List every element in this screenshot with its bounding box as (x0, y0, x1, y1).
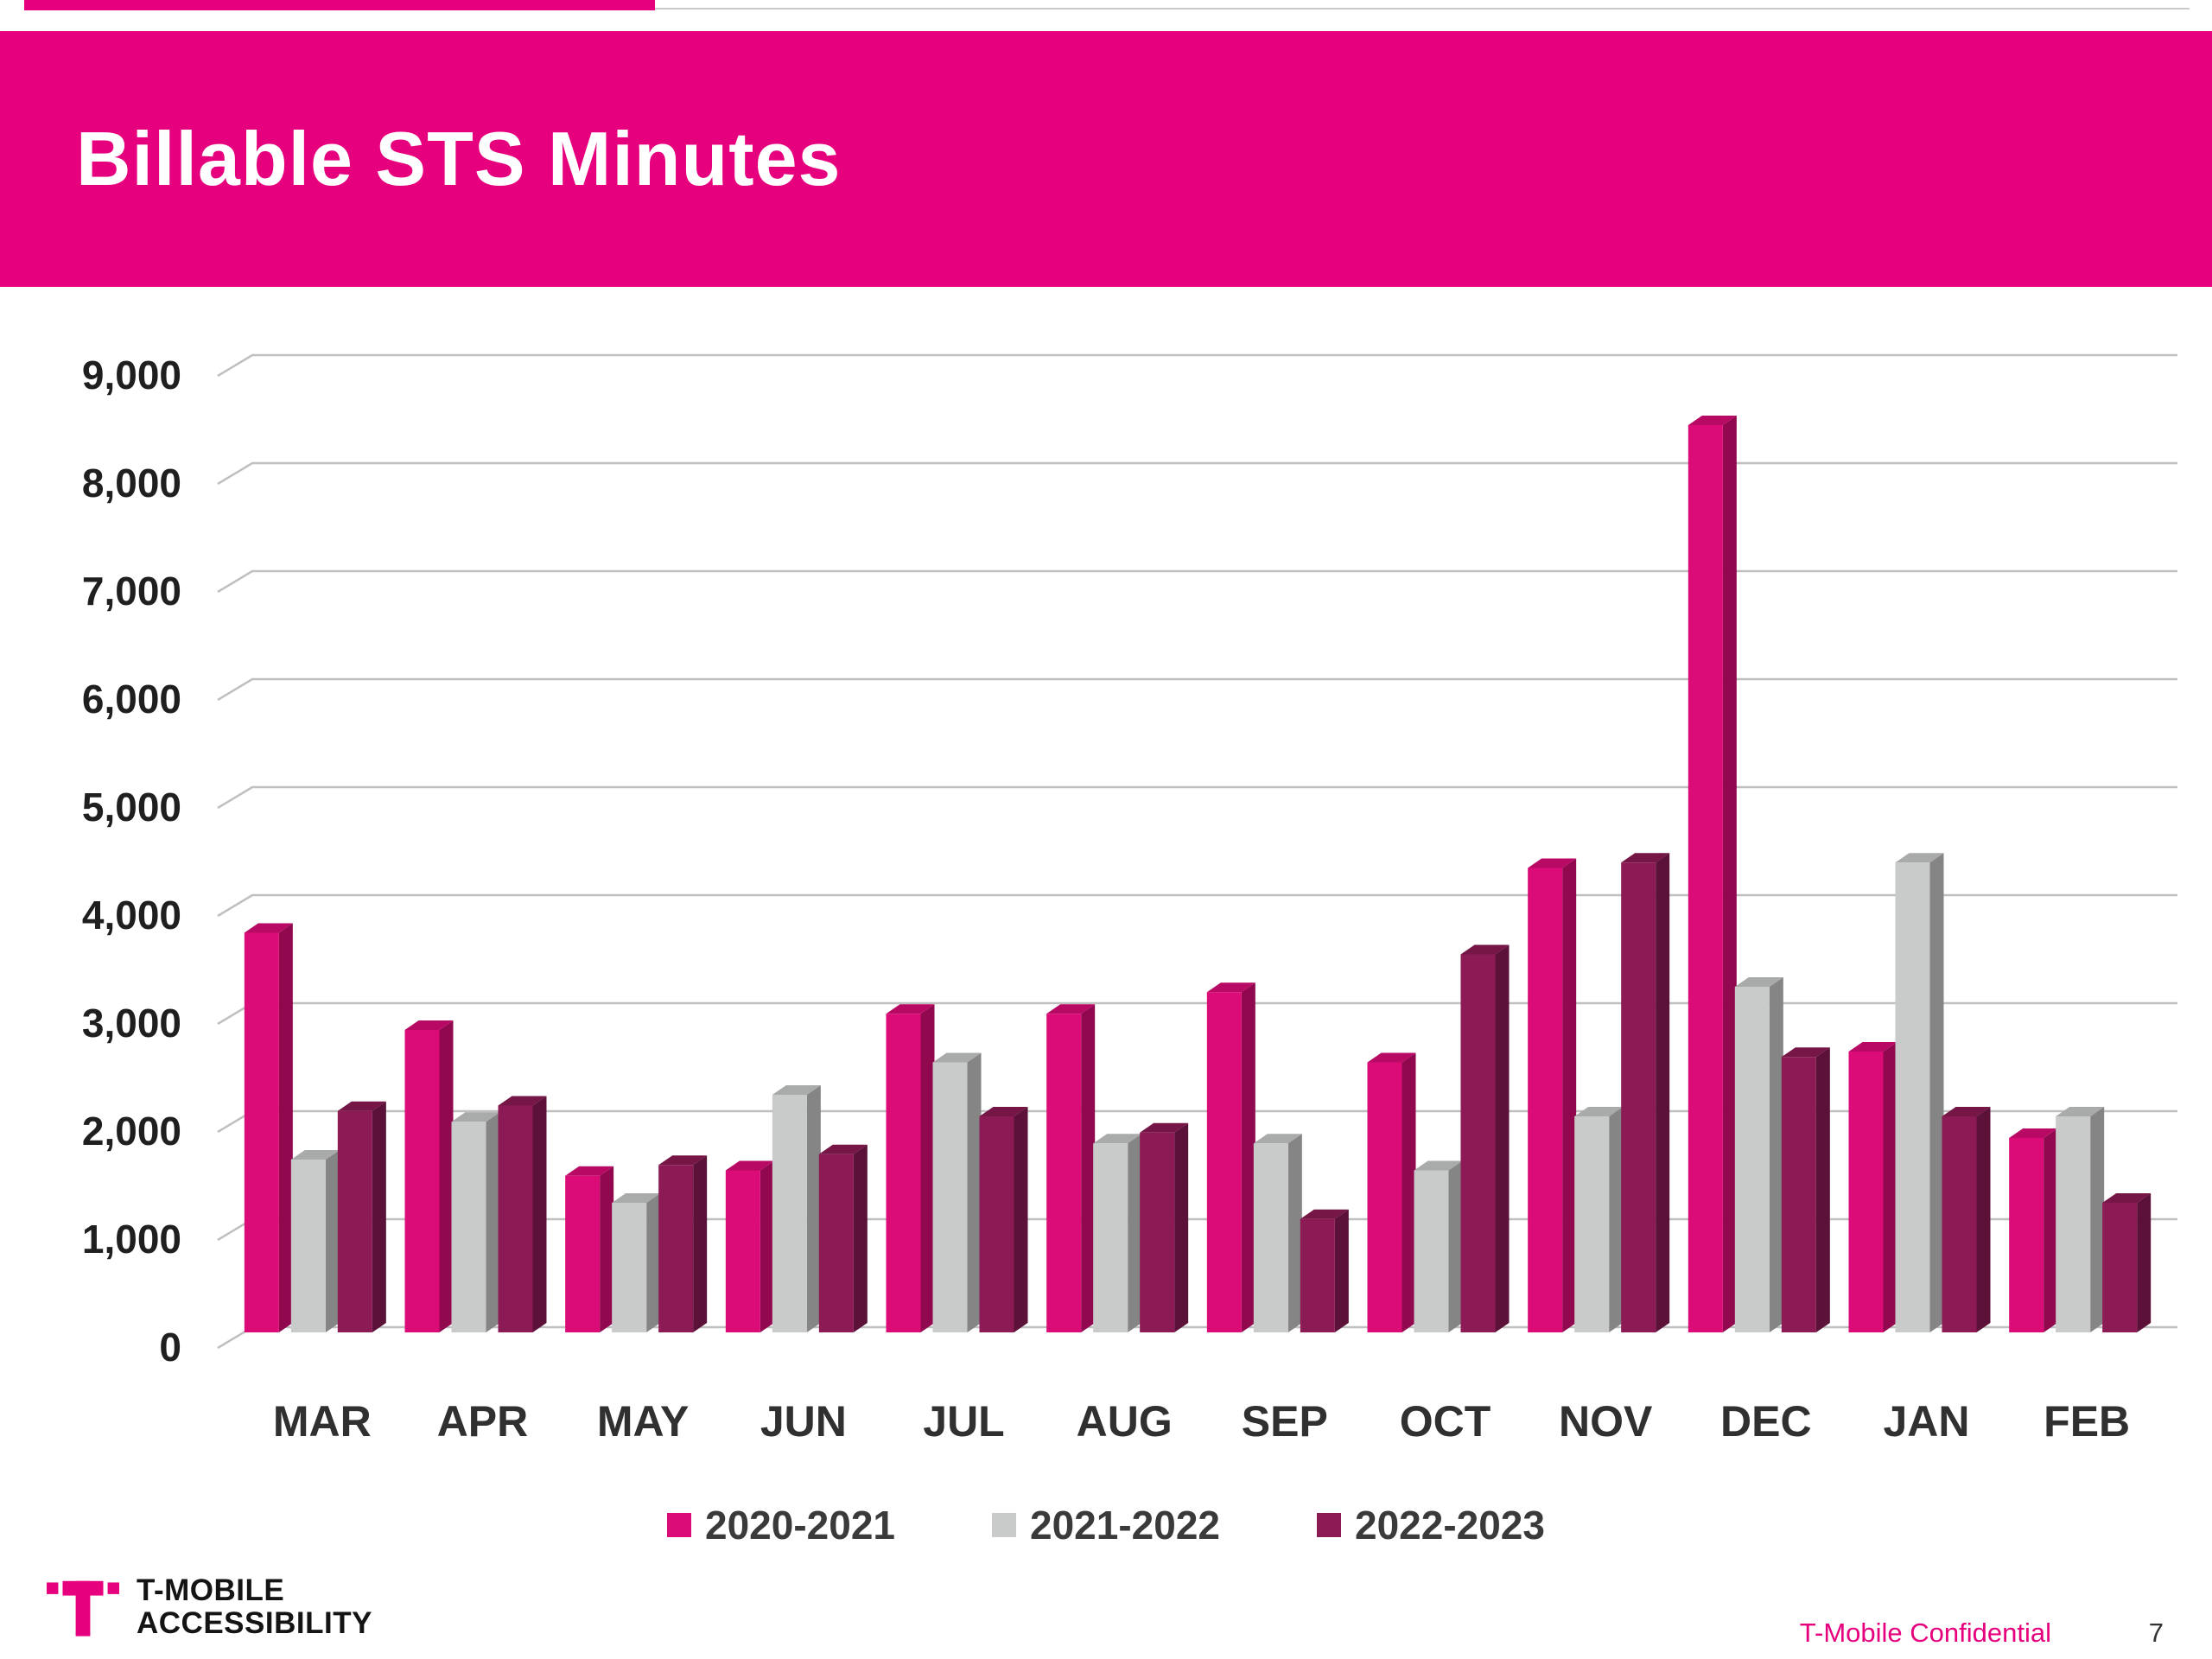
tmobile-logo: T-MOBILE ACCESSIBILITY (47, 1571, 372, 1643)
svg-text:OCT: OCT (1400, 1397, 1491, 1446)
svg-text:5,000: 5,000 (82, 785, 181, 830)
legend-label: 2021-2022 (1030, 1503, 1220, 1548)
tmobile-t-icon (47, 1580, 119, 1637)
page-number: 7 (2148, 1618, 2164, 1648)
svg-text:MAY: MAY (597, 1397, 690, 1446)
slide-title: Billable STS Minutes (76, 116, 842, 201)
legend-item-2022-2023: 2022-2023 (1316, 1502, 1545, 1548)
svg-text:6,000: 6,000 (82, 677, 181, 721)
legend-swatch-2020-2021 (667, 1513, 692, 1537)
legend-swatch-2021-2022 (992, 1513, 1016, 1537)
svg-text:FEB: FEB (2044, 1397, 2130, 1446)
svg-text:APR: APR (437, 1397, 529, 1446)
svg-text:2,000: 2,000 (82, 1109, 181, 1154)
svg-text:1,000: 1,000 (82, 1217, 181, 1262)
svg-text:0: 0 (159, 1325, 181, 1370)
logo-text-line1: T-MOBILE (137, 1573, 285, 1607)
svg-text:SEP: SEP (1242, 1397, 1328, 1446)
svg-text:DEC: DEC (1720, 1397, 1812, 1446)
svg-text:3,000: 3,000 (82, 1001, 181, 1046)
legend-label: 2022-2023 (1354, 1503, 1545, 1548)
svg-text:NOV: NOV (1559, 1397, 1653, 1446)
logo-text: T-MOBILE ACCESSIBILITY (137, 1574, 372, 1640)
legend-item-2020-2021: 2020-2021 (667, 1502, 895, 1548)
top-accent-line (655, 8, 2190, 10)
svg-text:8,000: 8,000 (82, 461, 181, 505)
logo-text-line2: ACCESSIBILITY (137, 1606, 372, 1640)
top-accent-bar (24, 0, 655, 10)
chart-legend: 2020-2021 2021-2022 2022-2023 (0, 1502, 2212, 1548)
svg-text:MAR: MAR (273, 1397, 372, 1446)
title-bar: Billable STS Minutes (0, 31, 2212, 287)
legend-item-2021-2022: 2021-2022 (992, 1502, 1220, 1548)
svg-text:4,000: 4,000 (82, 893, 181, 938)
svg-text:9,000: 9,000 (82, 353, 181, 397)
svg-text:JUN: JUN (760, 1397, 847, 1446)
legend-swatch-2022-2023 (1316, 1513, 1341, 1537)
svg-text:AUG: AUG (1077, 1397, 1173, 1446)
svg-text:7,000: 7,000 (82, 569, 181, 613)
legend-label: 2020-2021 (705, 1503, 895, 1548)
confidential-note: T-Mobile Confidential (1799, 1618, 2051, 1648)
svg-text:JUL: JUL (923, 1397, 1004, 1446)
svg-text:JAN: JAN (1883, 1397, 1969, 1446)
